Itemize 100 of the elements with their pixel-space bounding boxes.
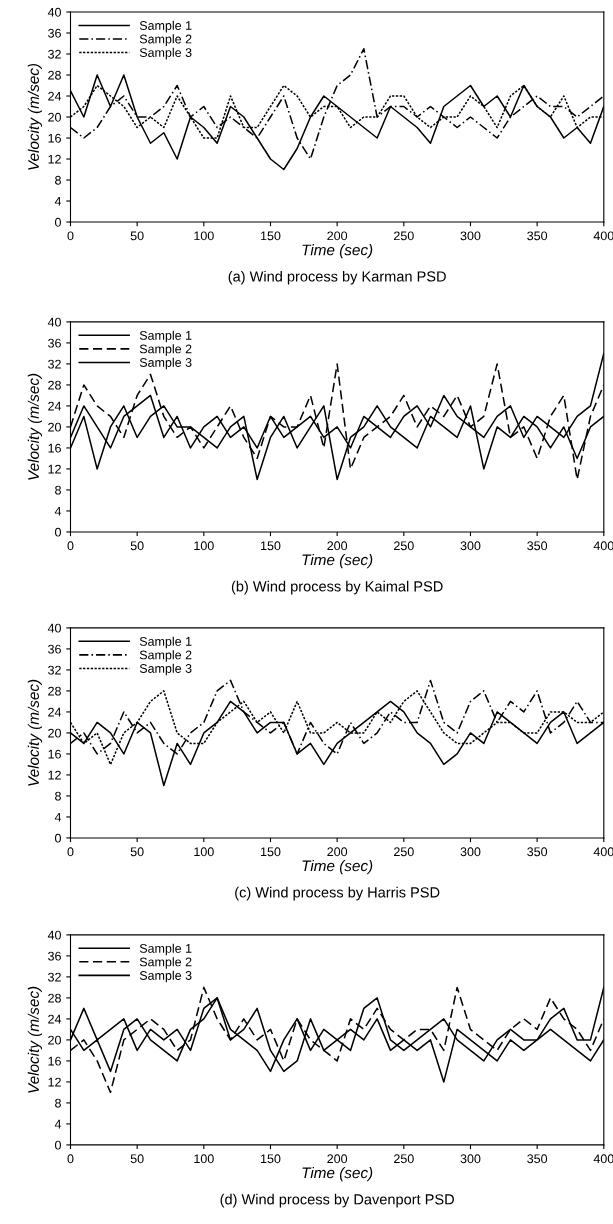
- x-tick-label: 350: [527, 847, 548, 857]
- y-tick-label: 20: [48, 422, 61, 432]
- legend-label: Sample 3: [139, 970, 192, 983]
- legend-label: Sample 1: [139, 943, 192, 956]
- x-tick-label: 300: [460, 847, 481, 857]
- y-tick-label: 12: [48, 154, 61, 164]
- x-tick-label: 100: [194, 1154, 214, 1164]
- legend-label: Sample 2: [139, 34, 192, 46]
- y-axis-title: Velocity (m/sec): [27, 679, 43, 786]
- x-tick-label: 100: [194, 847, 214, 857]
- text: (a) Wind process by Karman PSD: [228, 270, 446, 285]
- x-axis-title: Time (sec): [302, 554, 373, 569]
- x-tick-label: 50: [130, 541, 144, 551]
- x-tick-label: 150: [261, 1154, 281, 1164]
- y-tick-label: 4: [54, 812, 62, 822]
- x-tick-label: 350: [527, 1154, 548, 1164]
- x-tick-label: 50: [130, 847, 144, 857]
- x-tick-label: 150: [261, 541, 281, 551]
- y-tick-label: 4: [54, 196, 62, 206]
- y-axis-title: Velocity (m/sec): [27, 986, 43, 1093]
- y-tick-label: 16: [48, 749, 61, 759]
- y-tick-label: 40: [47, 623, 61, 633]
- y-tick-label: 24: [48, 707, 62, 717]
- y-tick-label: 40: [47, 7, 61, 17]
- legend-label: Sample 2: [139, 650, 192, 662]
- x-axis-title: Time (sec): [302, 244, 373, 259]
- y-tick-label: 28: [48, 70, 61, 80]
- x-tick-label: 400: [593, 1154, 613, 1164]
- legend-label: Sample 3: [139, 663, 192, 676]
- legend-label: Sample 1: [139, 330, 192, 343]
- y-tick-label: 28: [48, 686, 61, 696]
- y-tick-label: 12: [48, 1077, 61, 1087]
- y-tick-label: 20: [48, 728, 61, 738]
- y-tick-label: 20: [48, 1035, 61, 1045]
- x-tick-label: 400: [593, 541, 613, 551]
- y-tick-label: 0: [55, 1140, 61, 1150]
- y-tick-label: 28: [48, 993, 61, 1003]
- x-tick-label: 0: [67, 1154, 74, 1164]
- x-tick-label: 0: [67, 541, 74, 551]
- x-tick-label: 250: [394, 541, 414, 551]
- legend-label: Sample 3: [139, 357, 192, 370]
- y-tick-label: 32: [48, 972, 61, 982]
- x-tick-label: 50: [130, 1154, 144, 1164]
- y-tick-label: 12: [48, 770, 61, 780]
- y-tick-label: 8: [55, 175, 61, 185]
- y-tick-label: 36: [48, 28, 61, 38]
- y-tick-label: 20: [48, 112, 61, 122]
- legend-label: Sample 1: [139, 20, 192, 33]
- y-tick-label: 24: [48, 1014, 62, 1024]
- x-tick-label: 250: [394, 1154, 414, 1164]
- x-tick-label: 400: [593, 847, 613, 857]
- y-tick-label: 24: [48, 401, 62, 411]
- x-tick-label: 250: [394, 847, 414, 857]
- y-tick-label: 24: [48, 91, 62, 101]
- y-tick-label: 8: [55, 791, 61, 801]
- x-tick-label: 200: [327, 1154, 348, 1164]
- x-tick-label: 400: [593, 231, 613, 241]
- x-axis-title: Time (sec): [302, 860, 373, 875]
- y-tick-label: 32: [48, 665, 61, 675]
- y-tick-label: 40: [47, 317, 61, 327]
- y-axis-title: Velocity (m/sec): [27, 373, 43, 480]
- text: (b) Wind process by Kaimal PSD: [231, 580, 443, 595]
- x-tick-label: 150: [261, 847, 281, 857]
- x-tick-label: 350: [527, 541, 548, 551]
- legend-label: Sample 1: [139, 636, 192, 649]
- y-tick-label: 8: [55, 1098, 61, 1108]
- legend-label: Sample 2: [139, 957, 192, 969]
- x-tick-label: 0: [67, 847, 74, 857]
- legend-label: Sample 3: [139, 47, 192, 60]
- y-tick-label: 4: [54, 1119, 62, 1129]
- x-tick-label: 250: [394, 231, 414, 241]
- x-axis-title: Time (sec): [302, 1167, 373, 1182]
- y-tick-label: 36: [48, 644, 61, 654]
- legend-label: Sample 2: [139, 344, 192, 356]
- y-tick-label: 36: [48, 338, 61, 348]
- y-tick-label: 36: [48, 951, 61, 961]
- x-tick-label: 50: [130, 231, 144, 241]
- y-axis-title: Velocity (m/sec): [27, 63, 43, 170]
- y-tick-label: 16: [48, 133, 61, 143]
- x-tick-label: 200: [327, 541, 348, 551]
- x-tick-label: 200: [327, 847, 348, 857]
- x-tick-label: 100: [194, 541, 214, 551]
- y-tick-label: 0: [55, 833, 61, 843]
- text: (c) Wind process by Harris PSD: [235, 886, 440, 901]
- y-tick-label: 40: [47, 930, 61, 940]
- x-tick-label: 0: [67, 231, 74, 241]
- y-tick-label: 12: [48, 464, 61, 474]
- x-tick-label: 300: [460, 231, 481, 241]
- x-tick-label: 300: [460, 1154, 481, 1164]
- text: (d) Wind process by Davenport PSD: [220, 1193, 454, 1208]
- x-tick-label: 200: [327, 231, 348, 241]
- x-tick-label: 100: [194, 231, 214, 241]
- x-tick-label: 150: [261, 231, 281, 241]
- x-tick-label: 300: [460, 541, 481, 551]
- y-tick-label: 32: [48, 359, 61, 369]
- y-tick-label: 28: [48, 380, 61, 390]
- y-tick-label: 0: [55, 527, 61, 537]
- y-tick-label: 16: [48, 1056, 61, 1066]
- y-tick-label: 16: [48, 443, 61, 453]
- y-tick-label: 8: [55, 485, 61, 495]
